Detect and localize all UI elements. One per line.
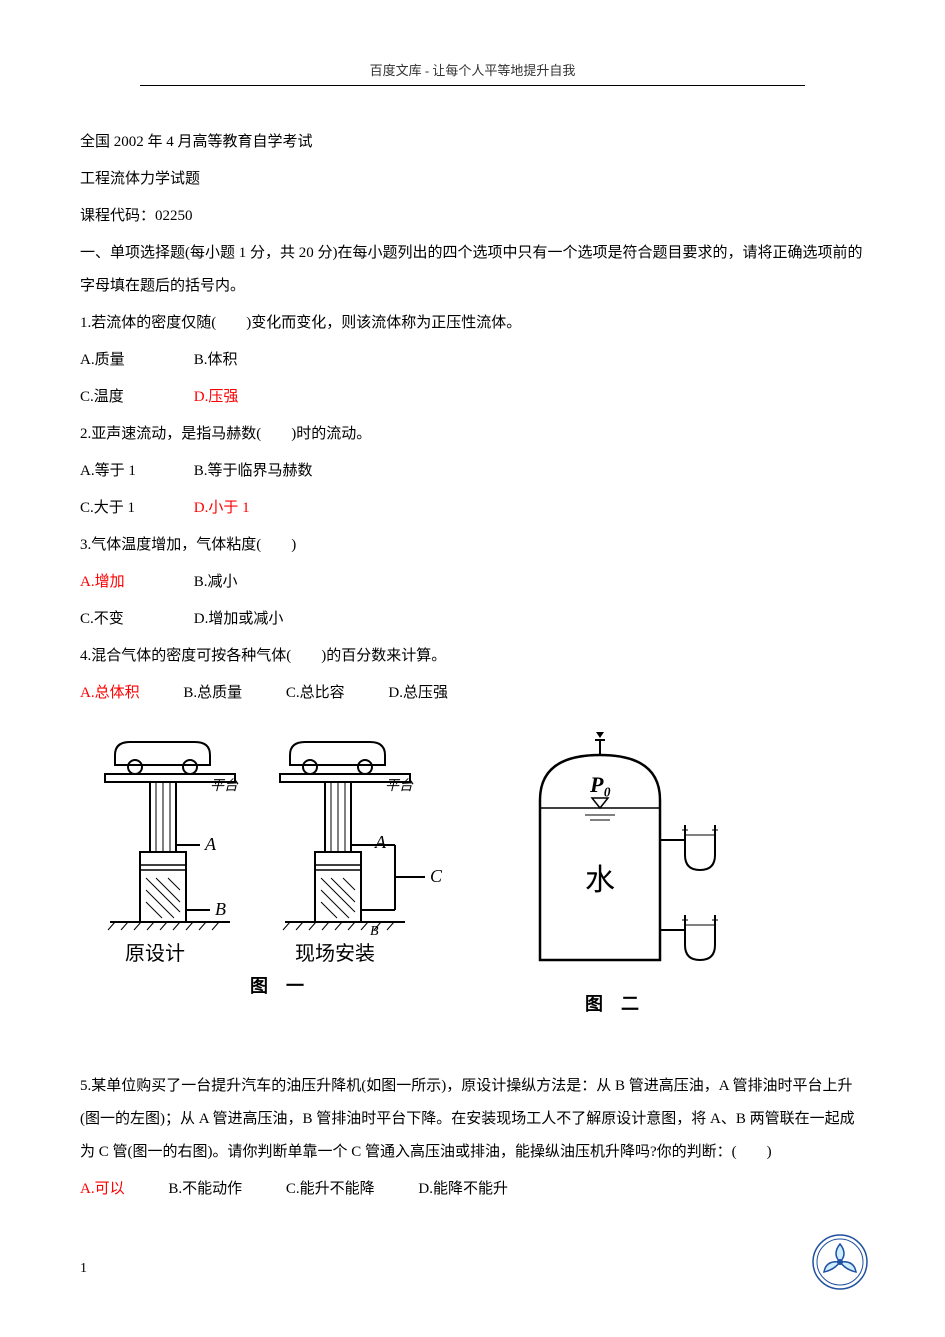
q2-options-row1: A.等于 1 B.等于临界马赫数: [80, 455, 865, 488]
q3-optB: B.减小: [194, 566, 304, 599]
q1-optC: C.温度: [80, 381, 190, 414]
q4-optA: A.总体积: [80, 677, 140, 710]
title-line3: 课程代码：02250: [80, 200, 865, 233]
q3-options-row1: A.增加 B.减小: [80, 566, 865, 599]
q4-optD: D.总压强: [388, 677, 448, 710]
document-content: 全国 2002 年 4 月高等教育自学考试 工程流体力学试题 课程代码：0225…: [80, 126, 865, 1206]
q5-options: A.可以 B.不能动作 C.能升不能降 D.能降不能升: [80, 1173, 865, 1206]
q1-options-row2: C.温度 D.压强: [80, 381, 865, 414]
q3-optD: D.增加或减小: [194, 603, 304, 636]
figures-row: 平台 A B: [80, 730, 865, 1040]
q2-optC: C.大于 1: [80, 492, 190, 525]
fig2-label-water: 水: [585, 864, 615, 897]
fig2-caption: 图 二: [585, 994, 639, 1014]
page-number: 1: [80, 1261, 87, 1277]
q1-optA: A.质量: [80, 344, 190, 377]
fig2-label-P0: P₀: [589, 772, 611, 797]
fig1-label-A2: A: [374, 832, 387, 852]
fig1-label-B1: B: [215, 899, 226, 919]
q4-options: A.总体积 B.总质量 C.总比容 D.总压强: [80, 677, 865, 710]
fig1-label-C: C: [430, 866, 443, 886]
q2-options-row2: C.大于 1 D.小于 1: [80, 492, 865, 525]
title-line2: 工程流体力学试题: [80, 163, 865, 196]
q3-text: 3.气体温度增加，气体粘度( ): [80, 529, 865, 562]
q5-text: 5.某单位购买了一台提升汽车的油压升降机(如图一所示)，原设计操纵方法是：从 B…: [80, 1070, 865, 1169]
fig1-caption-left: 原设计: [125, 942, 185, 965]
q1-optD: D.压强: [194, 381, 304, 414]
q2-optA: A.等于 1: [80, 455, 190, 488]
q2-optD: D.小于 1: [194, 492, 304, 525]
title-line1: 全国 2002 年 4 月高等教育自学考试: [80, 126, 865, 159]
q3-optC: C.不变: [80, 603, 190, 636]
fig1-label-platform2: 平台: [385, 778, 414, 794]
fig1-caption: 图 一: [250, 976, 304, 996]
section1-instruction: 一、单项选择题(每小题 1 分，共 20 分)在每小题列出的四个选项中只有一个选…: [80, 237, 865, 303]
q5-optD: D.能降不能升: [418, 1173, 508, 1206]
q1-options-row1: A.质量 B.体积: [80, 344, 865, 377]
q5-optA: A.可以: [80, 1173, 125, 1206]
q4-text: 4.混合气体的密度可按各种气体( )的百分数来计算。: [80, 640, 865, 673]
logo-icon: [810, 1232, 870, 1292]
figure-1: 平台 A B: [80, 730, 460, 1020]
header-tagline: 百度文库 - 让每个人平等地提升自我: [140, 60, 805, 86]
q3-optA: A.增加: [80, 566, 190, 599]
q5-optC: C.能升不能降: [286, 1173, 375, 1206]
fig1-label-platform1: 平台: [210, 778, 239, 794]
fig1-caption-right: 现场安装: [295, 942, 375, 965]
q1-text: 1.若流体的密度仅随( )变化而变化，则该流体称为正压性流体。: [80, 307, 865, 340]
q2-text: 2.亚声速流动，是指马赫数( )时的流动。: [80, 418, 865, 451]
figure-2: P₀ 水 图 二: [490, 730, 770, 1040]
q3-options-row2: C.不变 D.增加或减小: [80, 603, 865, 636]
fig1-label-A1: A: [204, 834, 217, 854]
q1-optB: B.体积: [194, 344, 304, 377]
q5-optB: B.不能动作: [168, 1173, 242, 1206]
q4-optC: C.总比容: [286, 677, 345, 710]
q2-optB: B.等于临界马赫数: [194, 455, 313, 488]
q4-optB: B.总质量: [183, 677, 242, 710]
